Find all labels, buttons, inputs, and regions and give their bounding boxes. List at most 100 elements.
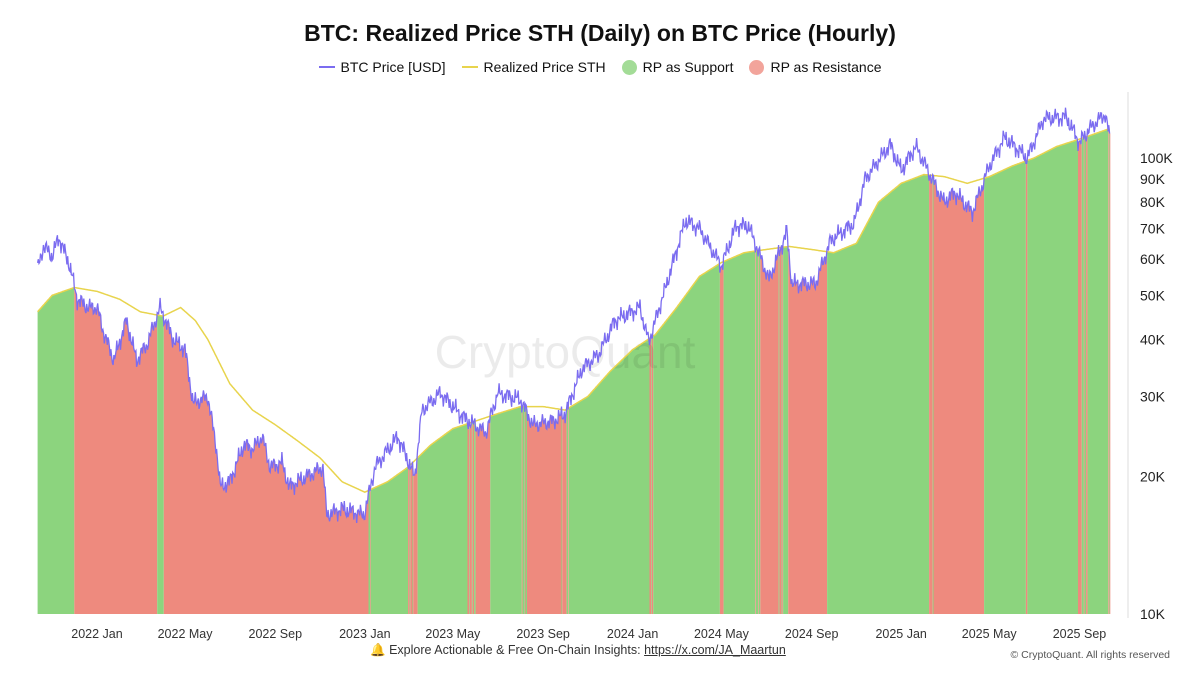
legend-label: BTC Price [USD] bbox=[340, 59, 446, 75]
resistance-area bbox=[788, 248, 828, 615]
legend-item-realized-price[interactable]: Realized Price STH bbox=[461, 59, 606, 75]
y-tick-label: 70K bbox=[1140, 221, 1166, 237]
support-area bbox=[525, 406, 527, 614]
resistance-area bbox=[562, 411, 567, 614]
legend-item-resistance[interactable]: RP as Resistance bbox=[749, 59, 881, 75]
support-area bbox=[783, 246, 789, 614]
resistance-area bbox=[475, 420, 491, 614]
support-area bbox=[471, 422, 473, 614]
resistance-area bbox=[1078, 140, 1082, 614]
support-area bbox=[778, 247, 780, 615]
legend-item-support[interactable]: RP as Support bbox=[621, 59, 734, 75]
resistance-area bbox=[649, 339, 651, 614]
legend-label: Realized Price STH bbox=[483, 59, 606, 75]
resistance-area bbox=[469, 424, 472, 614]
support-area bbox=[723, 251, 756, 614]
resistance-area bbox=[782, 254, 784, 614]
footer-text: Explore Actionable & Free On-Chain Insig… bbox=[389, 643, 641, 657]
support-area bbox=[157, 315, 164, 614]
support-area bbox=[984, 161, 1026, 614]
resistance-area bbox=[74, 288, 158, 614]
resistance-area bbox=[760, 251, 779, 615]
support-area bbox=[1087, 129, 1109, 614]
footer-link[interactable]: https://x.com/JA_Maartun bbox=[644, 643, 786, 657]
support-area bbox=[1081, 137, 1084, 615]
support-area bbox=[827, 174, 930, 614]
support-area bbox=[781, 247, 783, 614]
resistance-area bbox=[413, 460, 418, 614]
resistance-area bbox=[933, 175, 985, 614]
resistance-area bbox=[779, 248, 782, 614]
support-area bbox=[522, 406, 525, 614]
x-tick-label: 2024 Sep bbox=[785, 627, 839, 641]
support-area bbox=[368, 490, 370, 614]
support-area bbox=[412, 462, 414, 614]
x-tick-label: 2024 Jan bbox=[607, 627, 658, 641]
support-area bbox=[758, 250, 761, 614]
support-area bbox=[653, 263, 720, 614]
resistance-area bbox=[568, 409, 569, 614]
y-tick-label: 10K bbox=[1140, 606, 1166, 622]
support-area bbox=[561, 409, 563, 614]
y-tick-label: 50K bbox=[1140, 287, 1166, 303]
support-area bbox=[469, 423, 470, 614]
circle-swatch-icon bbox=[621, 59, 637, 75]
legend-item-btc-price[interactable]: BTC Price [USD] bbox=[318, 59, 446, 75]
support-area bbox=[651, 337, 652, 614]
y-tick-label: 60K bbox=[1140, 251, 1166, 267]
copyright: © CryptoQuant. All rights reserved bbox=[1010, 649, 1170, 661]
y-tick-label: 20K bbox=[1140, 469, 1166, 485]
x-tick-label: 2022 May bbox=[158, 627, 214, 641]
x-tick-label: 2024 May bbox=[694, 627, 750, 641]
resistance-area bbox=[521, 412, 523, 614]
resistance-area bbox=[1108, 131, 1109, 614]
y-tick-label: 100K bbox=[1140, 150, 1173, 166]
x-tick-label: 2023 May bbox=[425, 627, 481, 641]
support-area bbox=[409, 465, 411, 614]
support-area bbox=[568, 338, 650, 614]
resistance-area bbox=[370, 491, 371, 614]
resistance-area bbox=[1025, 163, 1028, 615]
support-area bbox=[1108, 128, 1110, 614]
resistance-area bbox=[472, 422, 475, 614]
support-area bbox=[1084, 137, 1087, 614]
support-area bbox=[417, 423, 468, 614]
resistance-area bbox=[758, 256, 759, 614]
y-tick-label: 30K bbox=[1140, 388, 1166, 404]
x-tick-label: 2022 Jan bbox=[71, 627, 122, 641]
y-tick-label: 80K bbox=[1140, 194, 1166, 210]
x-tick-label: 2025 May bbox=[962, 627, 1018, 641]
line-swatch-icon bbox=[461, 66, 478, 68]
support-area bbox=[932, 175, 934, 614]
resistance-area bbox=[1086, 137, 1088, 614]
resistance-area bbox=[524, 411, 526, 614]
resistance-area bbox=[929, 175, 933, 614]
x-tick-label: 2025 Jan bbox=[875, 627, 926, 641]
support-area bbox=[474, 421, 476, 614]
support-area bbox=[370, 467, 409, 614]
resistance-area bbox=[408, 467, 410, 614]
x-tick-label: 2023 Jan bbox=[339, 627, 390, 641]
support-area bbox=[1027, 139, 1078, 615]
footer: 🔔 Explore Actionable & Free On-Chain Ins… bbox=[370, 643, 786, 658]
resistance-area bbox=[651, 337, 654, 614]
resistance-area bbox=[755, 252, 756, 614]
resistance-area bbox=[163, 319, 369, 614]
legend: BTC Price [USD] Realized Price STH RP as… bbox=[0, 59, 1200, 75]
legend-label: RP as Support bbox=[642, 59, 734, 75]
y-tick-label: 90K bbox=[1140, 171, 1166, 187]
support-area bbox=[490, 406, 522, 614]
resistance-area bbox=[527, 410, 562, 614]
bell-icon: 🔔 bbox=[370, 643, 386, 657]
chart-title: BTC: Realized Price STH (Daily) on BTC P… bbox=[304, 20, 896, 46]
x-tick-label: 2022 Sep bbox=[249, 627, 303, 641]
resistance-area bbox=[719, 265, 724, 614]
btc-price-line bbox=[36, 107, 1111, 524]
resistance-area bbox=[410, 466, 413, 614]
support-area bbox=[566, 408, 569, 614]
legend-label: RP as Resistance bbox=[770, 59, 882, 75]
resistance-area bbox=[1083, 139, 1085, 614]
support-area bbox=[755, 250, 759, 615]
resistance-area bbox=[1109, 133, 1111, 614]
